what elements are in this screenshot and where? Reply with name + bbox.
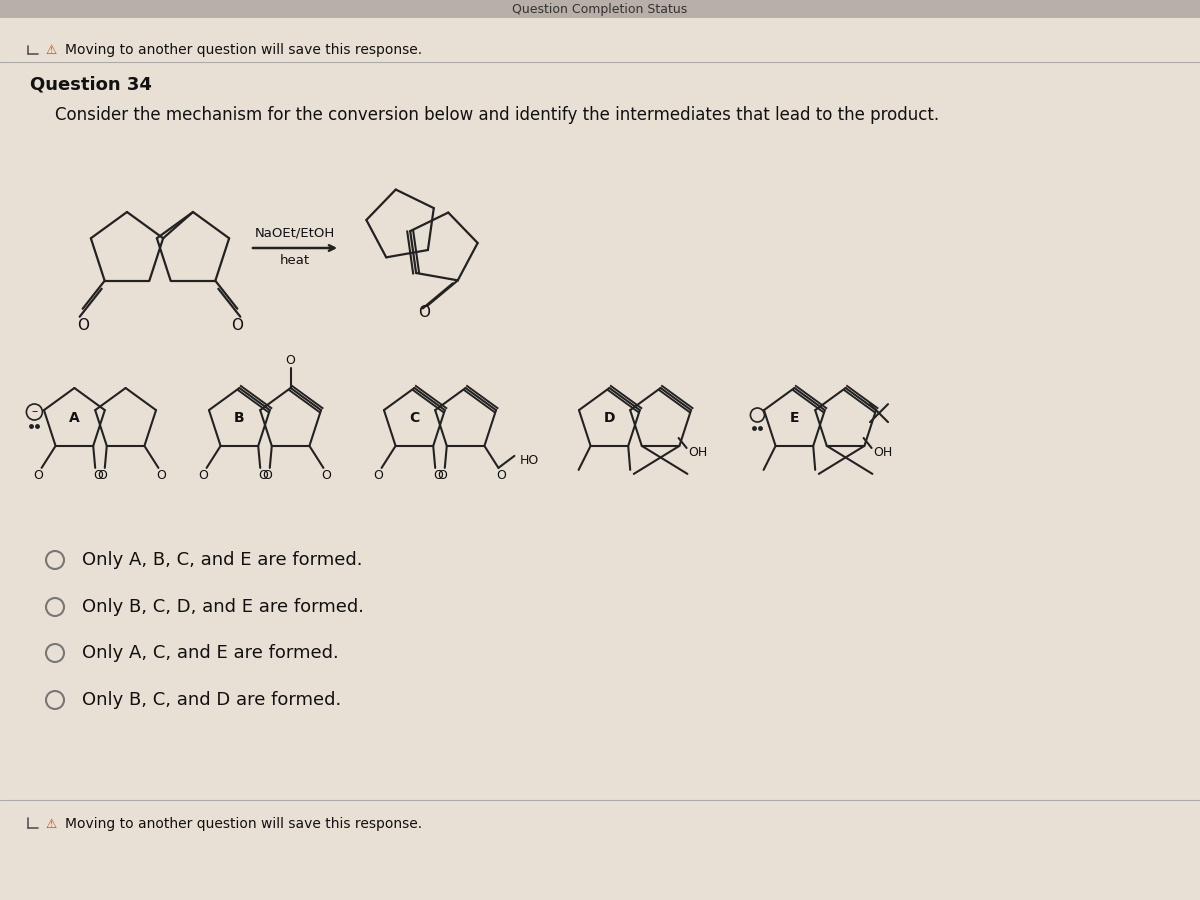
Text: O: O [322, 470, 331, 482]
Text: A: A [70, 411, 79, 425]
Text: OH: OH [689, 446, 708, 458]
Text: O: O [77, 319, 89, 333]
Text: O: O [199, 470, 209, 482]
Text: Moving to another question will save this response.: Moving to another question will save thi… [65, 817, 422, 831]
Text: Only A, C, and E are formed.: Only A, C, and E are formed. [82, 644, 338, 662]
Text: –: – [31, 406, 37, 419]
Text: O: O [262, 470, 271, 482]
Text: O: O [373, 470, 384, 482]
Text: O: O [258, 470, 268, 482]
Text: E: E [790, 411, 799, 425]
Text: O: O [433, 470, 443, 482]
Text: OH: OH [874, 446, 893, 458]
Text: O: O [497, 470, 506, 482]
FancyBboxPatch shape [0, 18, 1200, 900]
Text: O: O [232, 319, 244, 333]
Text: ⚠: ⚠ [46, 817, 56, 831]
Text: Moving to another question will save this response.: Moving to another question will save thi… [65, 43, 422, 57]
Text: O: O [97, 470, 107, 482]
FancyBboxPatch shape [0, 0, 1200, 18]
Text: Only A, B, C, and E are formed.: Only A, B, C, and E are formed. [82, 551, 362, 569]
Text: HO: HO [520, 454, 539, 467]
Text: Only B, C, and D are formed.: Only B, C, and D are formed. [82, 691, 341, 709]
Text: Only B, C, D, and E are formed.: Only B, C, D, and E are formed. [82, 598, 364, 616]
Text: O: O [418, 305, 430, 320]
Text: NaOEt/EtOH: NaOEt/EtOH [254, 227, 335, 239]
Text: Consider the mechanism for the conversion below and identify the intermediates t: Consider the mechanism for the conversio… [55, 106, 940, 124]
Text: Question Completion Status: Question Completion Status [512, 3, 688, 15]
Text: Question 34: Question 34 [30, 76, 152, 94]
Text: C: C [409, 411, 420, 425]
Text: B: B [234, 411, 245, 425]
Text: O: O [94, 470, 103, 482]
Text: heat: heat [280, 254, 310, 266]
Text: O: O [437, 470, 446, 482]
Text: ⚠: ⚠ [46, 43, 56, 57]
Text: D: D [604, 411, 616, 425]
Text: O: O [286, 354, 295, 366]
Text: O: O [34, 470, 43, 482]
Text: O: O [156, 470, 167, 482]
